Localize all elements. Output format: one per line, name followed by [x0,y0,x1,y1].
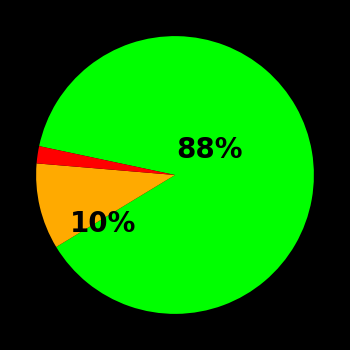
Wedge shape [36,163,175,247]
Wedge shape [37,146,175,175]
Text: 10%: 10% [70,210,136,238]
Wedge shape [39,36,314,314]
Text: 88%: 88% [176,136,243,164]
